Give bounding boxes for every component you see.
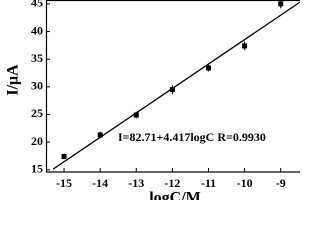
data-point xyxy=(278,1,284,7)
y-tick-label: 20 xyxy=(31,134,43,148)
x-tick-label: -12 xyxy=(164,176,180,190)
plot-frame xyxy=(45,0,300,173)
y-tick-label: 15 xyxy=(31,162,43,176)
data-point xyxy=(133,112,139,118)
page: {"chart_data": {"type": "scatter", "x_la… xyxy=(4,0,300,200)
data-point xyxy=(206,65,211,71)
x-tick-label: -11 xyxy=(201,176,216,190)
data-point xyxy=(242,43,248,49)
data-point xyxy=(169,87,175,93)
y-tick-label: 25 xyxy=(31,106,43,120)
y-tick-label: 40 xyxy=(31,23,43,37)
x-tick-label: -10 xyxy=(237,176,253,190)
chart: I/μA logC/M I=82.71+4.417logC R=0.9930 1… xyxy=(5,0,300,200)
x-tick-label: -14 xyxy=(92,176,108,190)
plot-area xyxy=(52,0,300,170)
y-tick-label: 45 xyxy=(31,0,43,10)
y-tick-label: 35 xyxy=(31,51,43,65)
x-tick-label: -15 xyxy=(56,176,72,190)
x-tick-label: -13 xyxy=(128,176,144,190)
x-tick-label: -9 xyxy=(276,176,286,190)
y-axis-label: I/μA xyxy=(5,64,22,96)
x-axis-label: logC/M xyxy=(149,190,201,200)
y-tick-label: 30 xyxy=(31,79,43,93)
fit-line xyxy=(52,1,300,170)
data-point xyxy=(61,154,67,160)
annotation: I=82.71+4.417logC R=0.9930 xyxy=(118,130,266,144)
data-point xyxy=(97,132,103,138)
